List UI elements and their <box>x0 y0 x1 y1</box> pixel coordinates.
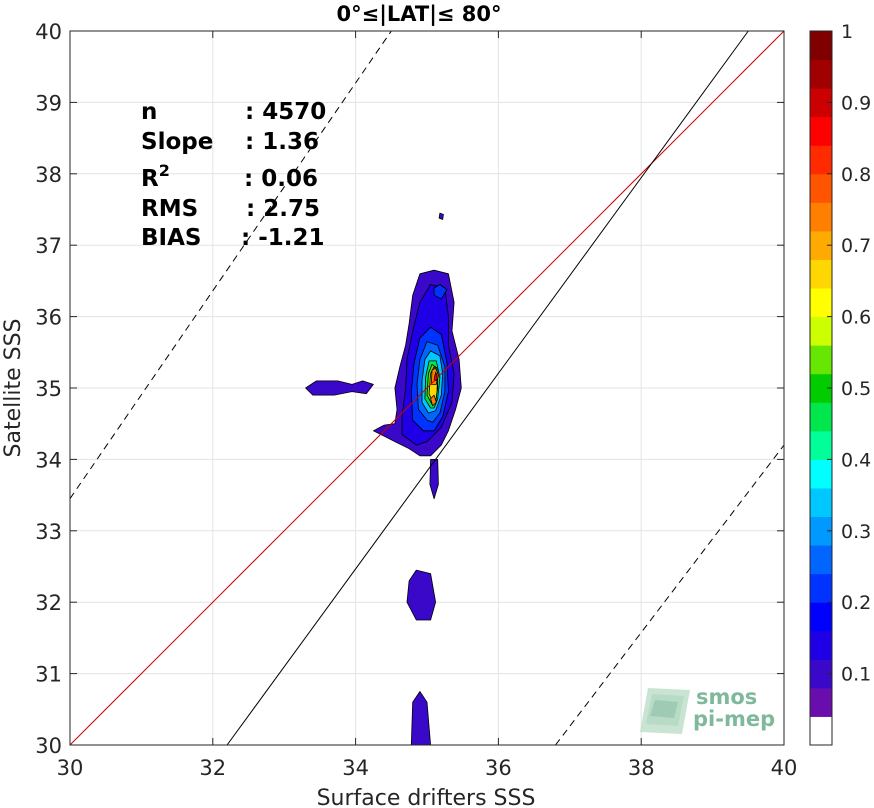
colorbar-tick-label: 1 <box>841 21 853 43</box>
colorbar-tick-label: 0.6 <box>841 307 871 329</box>
stat-label: n <box>141 99 157 125</box>
colorbar-segment <box>810 116 832 146</box>
colorbar-segment <box>810 259 832 289</box>
upper-bound-line <box>69 30 392 499</box>
colorbar-tick-label: 0.2 <box>841 592 871 614</box>
y-axis: 30 31 32 33 34 35 36 37 38 39 40 <box>35 20 784 758</box>
colorbar-segment <box>810 345 832 375</box>
density-contour <box>410 691 432 746</box>
colorbar-segment <box>810 373 832 403</box>
x-tick-label: 38 <box>628 756 655 780</box>
colorbar-tick-label: 0.3 <box>841 521 871 543</box>
y-tick-label: 36 <box>35 306 62 330</box>
colorbar-tick-label: 0.4 <box>841 449 871 471</box>
smos-pi-mep-logo: smos pi-mep <box>640 685 775 734</box>
colorbar-segment <box>810 316 832 346</box>
stat-value: : 1.36 <box>245 129 319 155</box>
y-tick-label: 34 <box>35 448 62 472</box>
density-contour <box>430 394 437 407</box>
x-tick-label: 36 <box>485 756 512 780</box>
colorbar-segment <box>810 88 832 118</box>
y-tick-label: 33 <box>35 520 62 544</box>
chart-title: 0°≤|LAT|≤ 80° <box>336 2 501 27</box>
density-contour <box>305 380 374 396</box>
colorbar-segment <box>810 459 832 489</box>
x-tick-label: 34 <box>342 756 369 780</box>
y-tick-label: 38 <box>35 163 62 187</box>
density-contour <box>438 212 444 220</box>
colorbar-segment <box>810 145 832 175</box>
y-tick-label: 40 <box>35 20 62 44</box>
colorbar-segment <box>810 31 832 61</box>
fit-line <box>226 30 749 746</box>
colorbar-segment <box>810 516 832 546</box>
y-tick-label: 30 <box>35 734 62 758</box>
stat-label: Slope <box>141 129 213 155</box>
stats-box: n : 4570 Slope : 1.36 R2 : 0.06 RMS : 2.75 BIAS:… <box>141 99 326 251</box>
stat-label: RMS <box>141 196 198 222</box>
colorbar-segment <box>810 630 832 660</box>
density-contour <box>429 458 439 500</box>
x-axis: 30 32 34 36 38 40 <box>57 31 798 780</box>
colorbar-segment <box>810 202 832 232</box>
colorbar-segment <box>810 659 832 689</box>
stat-label-superscript: 2 <box>159 161 170 180</box>
x-tick-label: 32 <box>199 756 226 780</box>
stat-label: R2 <box>141 161 170 192</box>
colorbar-tick-label: 0.5 <box>841 378 871 400</box>
colorbar: 0.1 0.2 0.3 0.4 0.5 0.6 0.7 0.8 0.9 1 <box>809 21 871 746</box>
x-tick-label: 30 <box>57 756 84 780</box>
colorbar-segment <box>810 602 832 632</box>
colorbar-segment <box>810 573 832 603</box>
density-contours <box>305 212 462 746</box>
y-tick-label: 39 <box>35 91 62 115</box>
stat-value: : 4570 <box>245 99 326 125</box>
stat-value: : -1.21 <box>241 225 325 251</box>
stat-value: : 2.75 <box>246 196 320 222</box>
y-tick-label: 31 <box>35 663 62 687</box>
colorbar-tick-label: 0.8 <box>841 164 871 186</box>
colorbar-tick-label: 0.9 <box>841 92 871 114</box>
y-tick-label: 32 <box>35 591 62 615</box>
y-tick-label: 37 <box>35 234 62 258</box>
colorbar-segment <box>810 545 832 575</box>
colorbar-tick-label: 0.1 <box>841 664 871 686</box>
colorbar-tick-label: 0.7 <box>841 235 871 257</box>
density-contour <box>433 284 448 300</box>
y-axis-label: Satellite SSS <box>1 319 26 458</box>
colorbar-segment <box>810 402 832 432</box>
logo-text-smos: smos <box>696 685 757 709</box>
y-tick-label: 35 <box>35 377 62 401</box>
colorbar-segment <box>810 487 832 518</box>
stat-label: BIAS <box>141 225 201 251</box>
colorbar-segment <box>810 687 832 717</box>
x-tick-label: 40 <box>771 756 798 780</box>
density-contour <box>406 569 437 621</box>
colorbar-segment <box>810 716 832 746</box>
x-axis-label: Surface drifters SSS <box>317 786 536 808</box>
1:1-line <box>69 30 785 746</box>
reference-lines <box>69 30 785 746</box>
colorbar-segment <box>810 288 832 318</box>
colorbar-segment <box>810 173 832 203</box>
colorbar-segment <box>810 59 832 89</box>
colorbar-segment <box>810 230 832 260</box>
lower-bound-line <box>555 444 785 746</box>
stat-value: : 0.06 <box>244 166 318 192</box>
colorbar-segment <box>810 430 832 460</box>
logo-text-pi-mep: pi-mep <box>693 707 775 731</box>
